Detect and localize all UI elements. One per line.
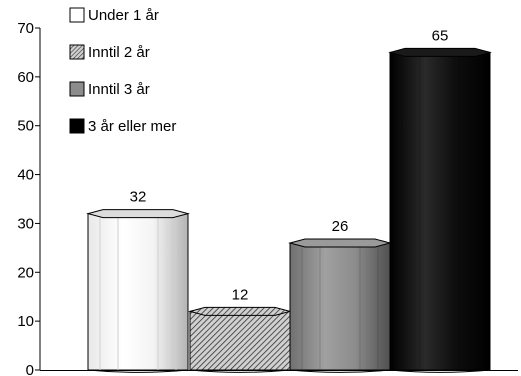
y-tick-label: 30 — [17, 215, 34, 232]
legend-label: Under 1 år — [88, 7, 159, 24]
legend-item: 3 år eller mer — [69, 118, 176, 135]
data-label: 26 — [332, 218, 349, 235]
y-tick-label: 10 — [17, 313, 34, 330]
legend: Under 1 år Inntil 2 år Inntil 3 år 3 år ell… — [69, 7, 176, 135]
y-tick-label: 20 — [17, 264, 34, 281]
legend-item: Inntil 3 år — [69, 81, 150, 98]
legend-item: Inntil 2 år — [69, 44, 150, 61]
bars — [86, 47, 492, 373]
y-tick-label: 0 — [26, 362, 34, 376]
bar — [86, 209, 190, 373]
legend-swatch — [69, 7, 85, 23]
data-labels: 32 12 26 65 — [130, 27, 449, 303]
bar — [188, 306, 292, 373]
y-tick-label: 60 — [17, 69, 34, 86]
data-label: 12 — [232, 286, 249, 303]
legend-swatch — [69, 81, 85, 97]
y-tick-label: 70 — [17, 20, 34, 37]
legend-swatch — [69, 44, 85, 60]
y-tick-label: 50 — [17, 118, 34, 135]
legend-label: 3 år eller mer — [88, 118, 176, 135]
bar — [388, 47, 492, 373]
legend-label: Inntil 2 år — [88, 44, 150, 61]
legend-swatch — [69, 118, 85, 134]
bar — [288, 238, 392, 373]
legend-label: Inntil 3 år — [88, 81, 150, 98]
y-tick-label: 40 — [17, 167, 34, 184]
data-label: 32 — [130, 189, 147, 206]
data-label: 65 — [432, 27, 449, 44]
legend-item: Under 1 år — [69, 7, 159, 24]
